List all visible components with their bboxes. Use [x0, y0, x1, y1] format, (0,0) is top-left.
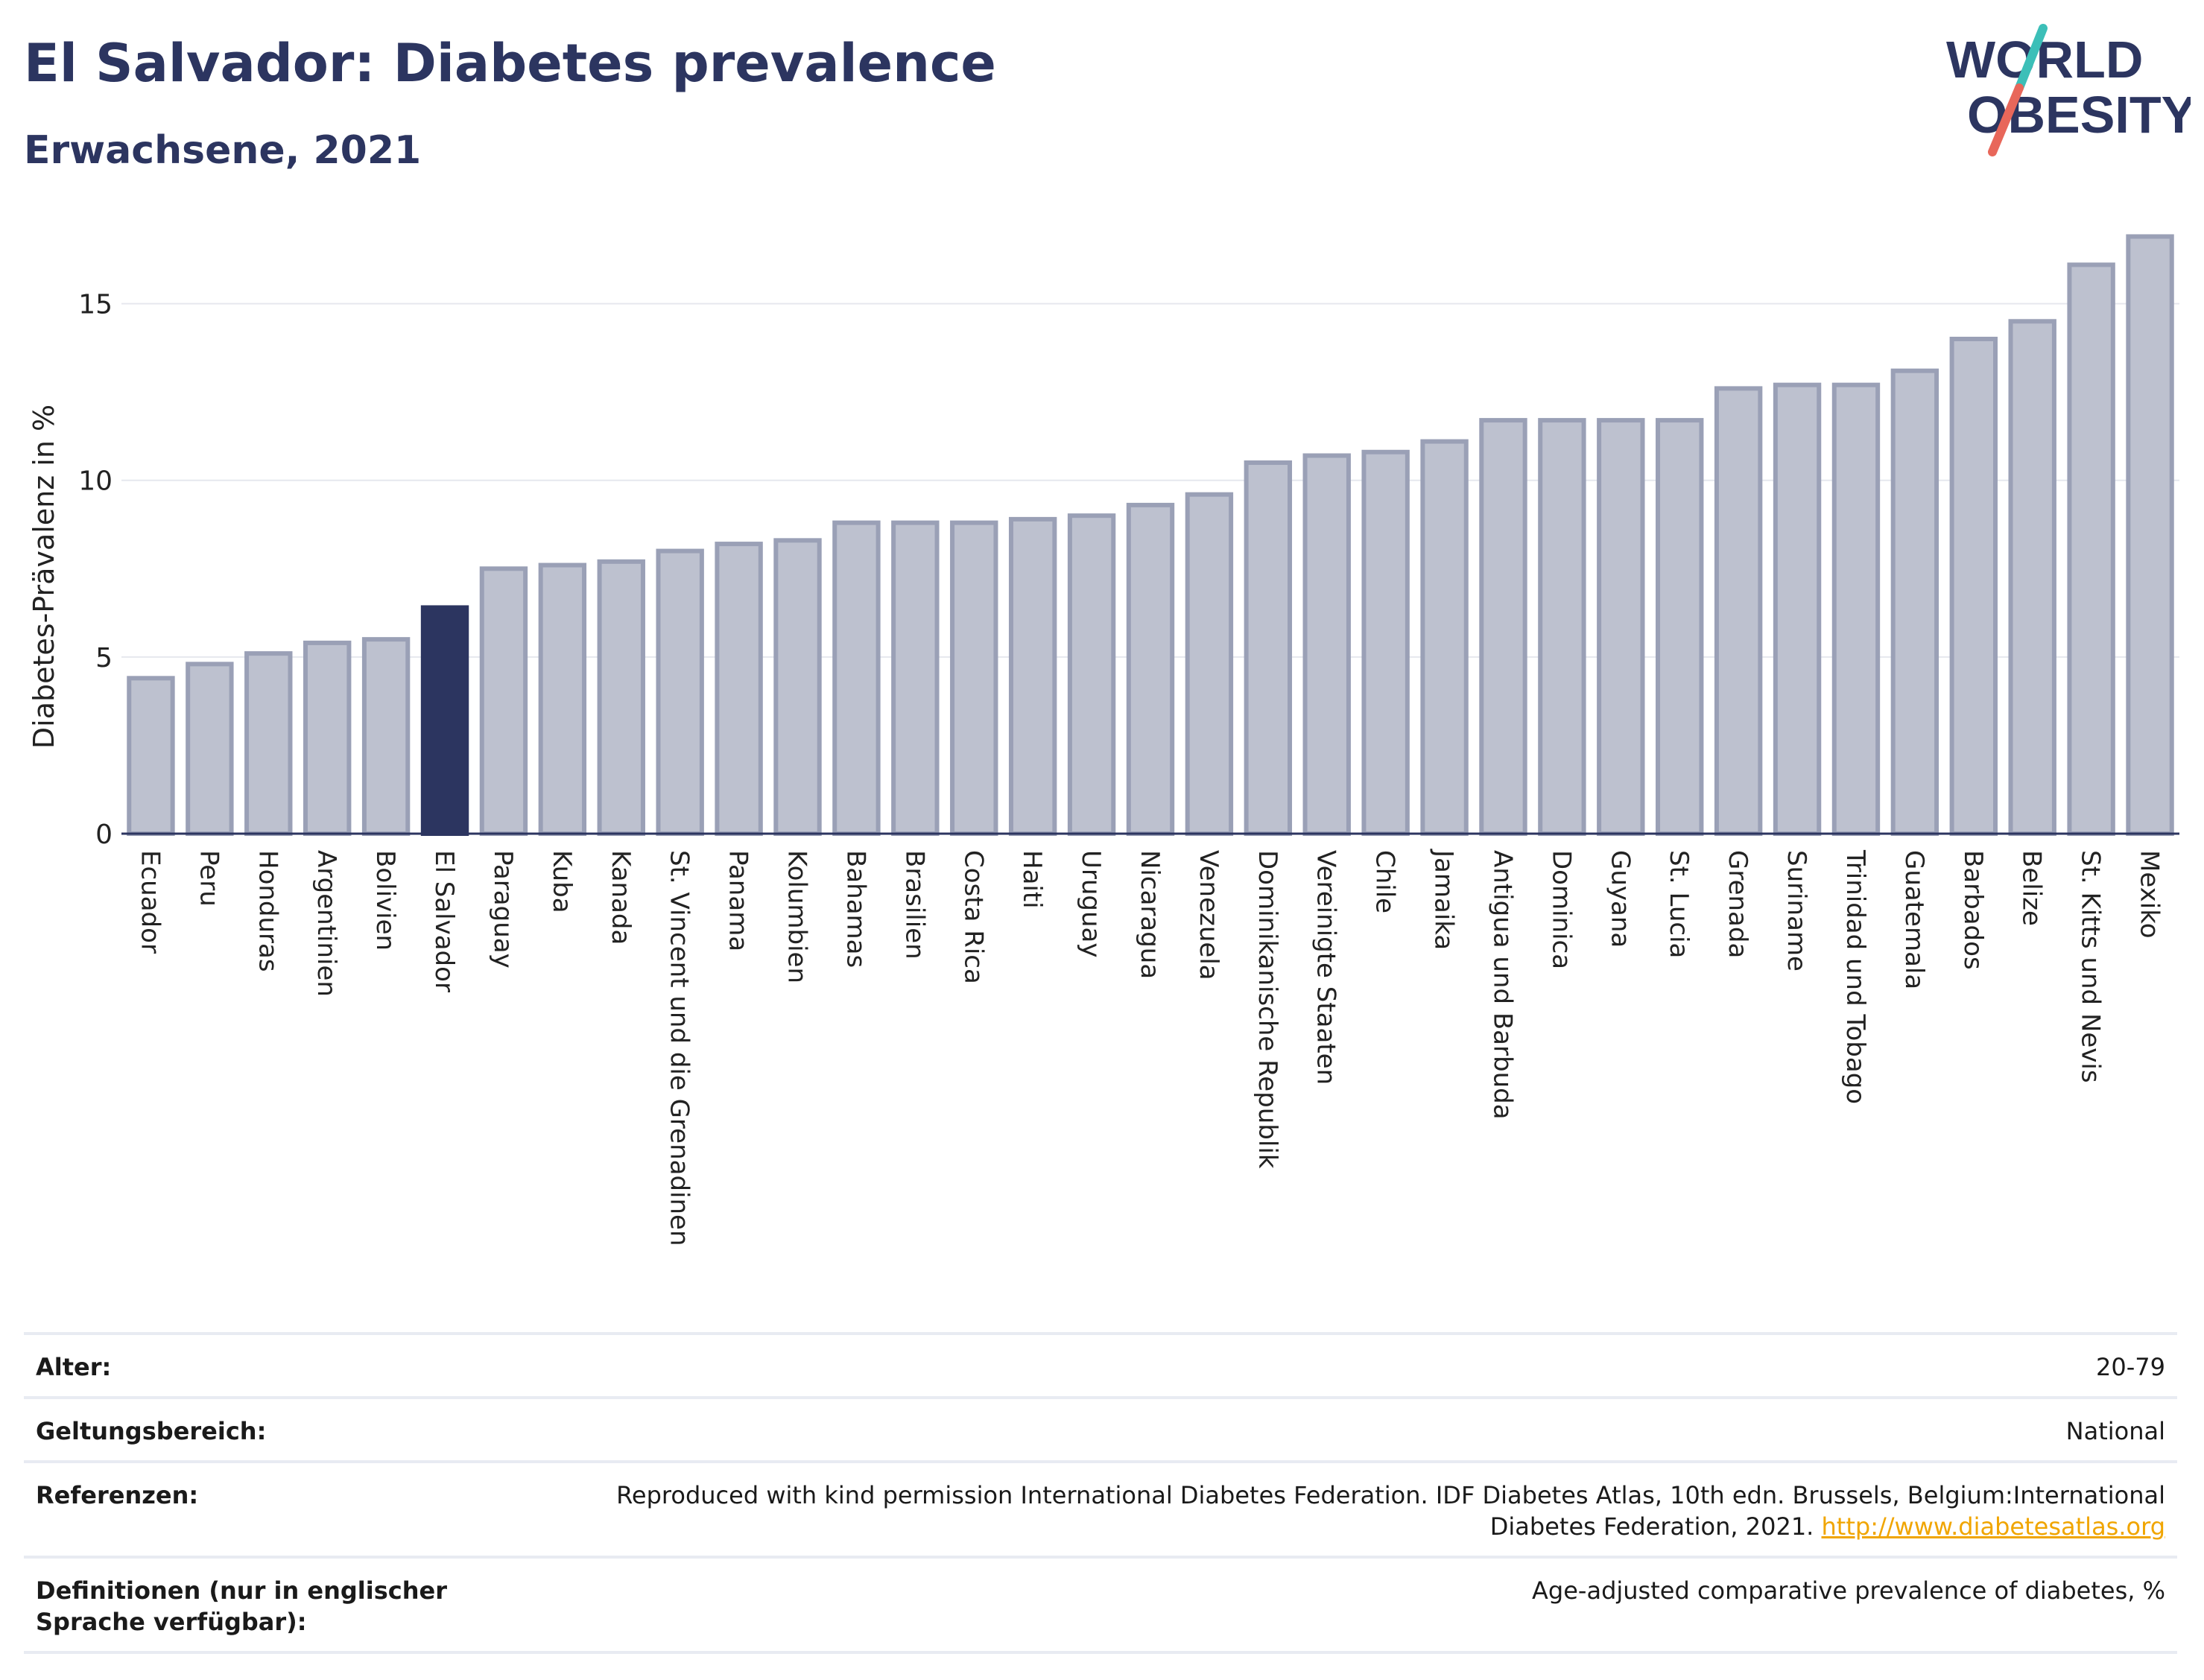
x-tick-label: Bahamas — [840, 850, 870, 968]
bar-highlight — [420, 605, 469, 836]
bar — [2126, 234, 2174, 836]
bar — [1008, 516, 1057, 837]
x-tick-label: Peru — [194, 850, 224, 907]
bar — [1656, 418, 1704, 836]
bar — [1597, 418, 1645, 836]
bar — [2008, 319, 2056, 836]
bar — [303, 640, 352, 837]
bar — [950, 520, 998, 837]
meta-row-references: Referenzen: Reproduced with kind permiss… — [24, 1460, 2177, 1556]
y-tick-label: 5 — [95, 643, 113, 673]
x-tick-label: Dominikanische Republik — [1253, 850, 1282, 1169]
bar — [1361, 449, 1410, 836]
bar — [1831, 382, 1881, 836]
bar — [127, 676, 175, 836]
bar — [361, 637, 411, 837]
bar — [1949, 337, 1998, 836]
meta-value: Age-adjusted comparative prevalence of d… — [1532, 1576, 2165, 1605]
x-tick-label: Paraguay — [488, 850, 518, 969]
meta-value: 20-79 — [2096, 1353, 2165, 1381]
meta-key: Geltungsbereich: — [36, 1417, 267, 1445]
x-tick-label: Argentinien — [311, 850, 341, 997]
meta-key: Alter: — [36, 1353, 112, 1381]
y-tick-label: 0 — [95, 820, 113, 850]
x-tick-label: Suriname — [1782, 850, 1811, 971]
logo-slash-top — [2015, 24, 2048, 92]
bar — [1244, 460, 1293, 836]
bar — [1420, 439, 1469, 836]
bar — [1067, 513, 1116, 837]
bar — [1185, 492, 1234, 837]
x-tick-label: Costa Rica — [958, 850, 988, 984]
x-tick-label: Jamaika — [1429, 849, 1459, 950]
x-tick-label: Barbados — [1958, 850, 1988, 970]
x-tick-label: Panama — [723, 850, 753, 951]
bar — [479, 566, 528, 836]
bar — [832, 520, 881, 837]
bar — [1479, 418, 1527, 836]
x-tick-label: Kolumbien — [782, 850, 812, 983]
x-tick-label: Honduras — [253, 850, 282, 972]
bar — [656, 548, 704, 836]
meta-key: Referenzen: — [36, 1481, 199, 1509]
x-tick-label: Brasilien — [899, 850, 929, 960]
x-tick-label: Guatemala — [1899, 850, 1929, 989]
y-axis-title: Diabetes-Prävalenz in % — [28, 405, 60, 749]
meta-value-references: Reproduced with kind permission Internat… — [557, 1480, 2165, 1542]
x-tick-label: El Salvador — [429, 850, 459, 992]
y-tick-label: 15 — [78, 290, 113, 320]
x-tick-label: Venezuela — [1194, 850, 1223, 980]
x-tick-label: St. Lucia — [1664, 850, 1694, 958]
reference-text: Reproduced with kind permission Internat… — [616, 1481, 2165, 1541]
x-tick-label: Uruguay — [1076, 850, 1106, 958]
x-tick-label: St. Kitts und Nevis — [2076, 850, 2106, 1083]
bar-chart: 0 5 10 15 Diabetes-Prävalenz in % Ecuador Peru… — [28, 234, 2179, 1246]
x-tick-label: Chile — [1370, 850, 1400, 913]
bar — [244, 651, 293, 836]
x-tick-label: Ecuador — [135, 850, 165, 954]
world-obesity-logo: WORLD OBESITY — [1946, 24, 2191, 156]
bar — [1302, 453, 1351, 836]
x-tick-label: Antigua und Barbuda — [1487, 850, 1517, 1120]
reference-link[interactable]: http://www.diabetesatlas.org — [1821, 1512, 2165, 1541]
bar — [538, 562, 587, 836]
bar — [1538, 418, 1586, 836]
y-tick-label: 10 — [78, 466, 113, 497]
x-tick-label: Nicaragua — [1135, 850, 1165, 979]
meta-row-scope: Geltungsbereich: National — [24, 1396, 2177, 1460]
page-title: El Salvador: Diabetes prevalence — [24, 33, 996, 94]
metadata-table: Alter: 20-79 Geltungsbereich: National R… — [24, 1332, 2177, 1654]
bar — [597, 559, 645, 836]
bar — [773, 538, 822, 836]
bar — [1773, 382, 1822, 836]
bar — [1890, 368, 1939, 836]
meta-value: National — [2065, 1417, 2165, 1445]
x-tick-label: Guyana — [1605, 850, 1635, 948]
meta-row-age: Alter: 20-79 — [24, 1332, 2177, 1396]
x-tick-label: St. Vincent und die Grenadinen — [665, 850, 694, 1246]
bar — [1714, 386, 1763, 836]
x-tick-label: Dominica — [1546, 850, 1576, 969]
x-tick-label: Kanada — [606, 850, 636, 945]
x-tick-label: Kuba — [547, 850, 577, 913]
x-tick-label: Trinidad und Tobago — [1840, 849, 1870, 1104]
x-tick-label: Haiti — [1017, 850, 1047, 909]
meta-key: Definitionen (nur in englischer Sprache … — [36, 1576, 447, 1636]
page-subtitle: Erwachsene, 2021 — [24, 128, 422, 173]
logo-slash-bottom — [1988, 83, 2024, 156]
bar — [891, 520, 940, 837]
x-tick-label: Vereinigte Staaten — [1311, 850, 1341, 1085]
x-tick-label: Belize — [2017, 850, 2047, 926]
x-tick-label: Grenada — [1723, 850, 1752, 958]
bar — [2067, 262, 2115, 836]
bar — [1126, 502, 1175, 837]
meta-row-definitions: Definitionen (nur in englischer Sprache … — [24, 1556, 2177, 1654]
x-tick-label: Bolivien — [370, 850, 400, 951]
x-tick-label: Mexiko — [2135, 850, 2165, 939]
bar — [186, 662, 234, 836]
bar — [715, 542, 763, 836]
logo-line1: WORLD — [1946, 31, 2143, 89]
